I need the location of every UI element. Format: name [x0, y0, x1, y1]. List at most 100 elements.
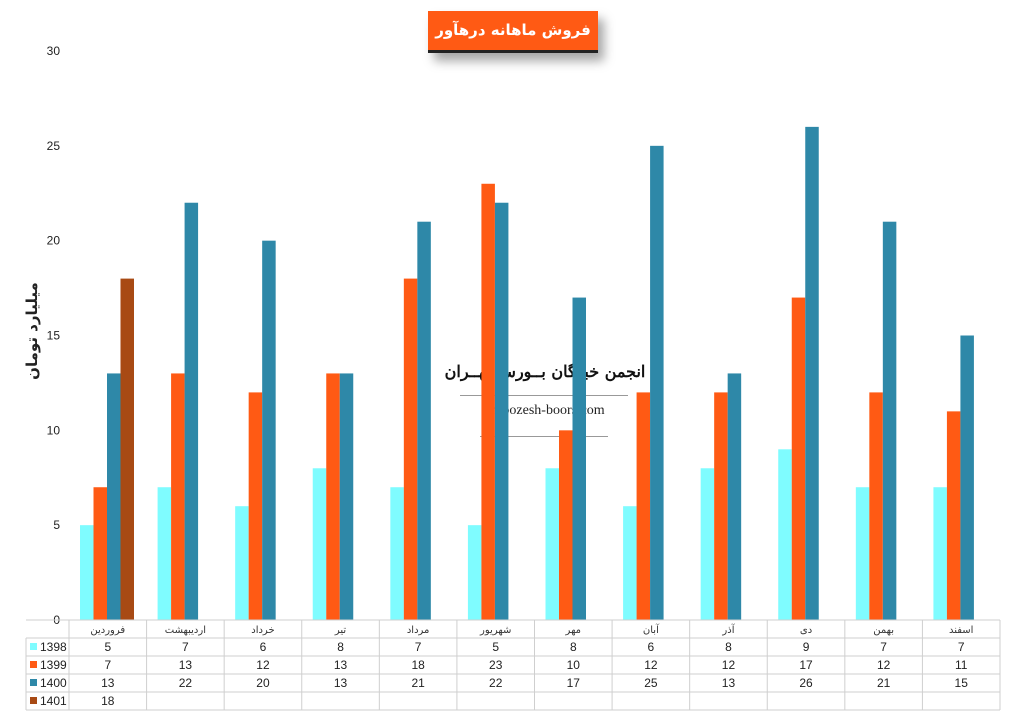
bar-1400	[727, 373, 742, 620]
bar-1400	[184, 202, 199, 620]
y-tick-label: 10	[47, 423, 61, 437]
x-tick-label: بهمن	[873, 625, 894, 636]
x-tick-label: آذر	[721, 623, 735, 636]
bar-1398	[157, 487, 172, 620]
watermark-divider	[480, 436, 608, 437]
table-cell-value: 7	[415, 640, 422, 654]
bar-1400	[572, 297, 586, 620]
bar-1398	[623, 506, 637, 620]
x-tick-label: خرداد	[251, 625, 274, 636]
bar-1400	[107, 373, 121, 620]
table-cell-value: 5	[492, 640, 499, 654]
bar-1400	[805, 126, 819, 620]
watermark-divider	[460, 395, 628, 396]
y-tick-label: 20	[47, 234, 61, 248]
table-cell-value: 26	[799, 676, 813, 690]
bar-1400	[650, 145, 664, 621]
y-tick-label: 5	[53, 518, 60, 532]
bar-1398	[235, 506, 249, 620]
legend-swatch-1400	[30, 679, 37, 686]
table-cell-value: 17	[799, 658, 813, 672]
table-cell-value: 13	[179, 658, 193, 672]
bar-1398	[778, 449, 792, 620]
table-cell-value: 21	[877, 676, 891, 690]
bar-1401	[120, 278, 134, 620]
bar-1398	[467, 525, 482, 620]
x-tick-label: مرداد	[407, 625, 430, 636]
bar-1398	[855, 487, 870, 620]
table-cell-value: 12	[877, 658, 891, 672]
table-cell-value: 10	[567, 658, 581, 672]
bar-1399	[403, 278, 418, 620]
table-cell-value: 18	[101, 694, 115, 708]
table-cell-value: 8	[337, 640, 344, 654]
bar-1400	[417, 221, 431, 620]
table-cell-value: 22	[179, 676, 193, 690]
table-cell-value: 12	[722, 658, 736, 672]
x-tick-label: اردیبهشت	[165, 625, 206, 636]
bar-1399	[869, 392, 883, 620]
table-cell-value: 8	[570, 640, 577, 654]
table-cell-value: 13	[101, 676, 115, 690]
table-cell-value: 12	[644, 658, 658, 672]
bar-1399	[946, 411, 961, 620]
table-cell-value: 17	[567, 676, 581, 690]
legend-label: 1398	[40, 640, 67, 654]
y-tick-label: 30	[47, 44, 61, 58]
table-cell-value: 9	[803, 640, 810, 654]
y-tick-label: 25	[47, 139, 61, 153]
table-cell-value: 7	[182, 640, 189, 654]
table-cell-value: 5	[104, 640, 111, 654]
bar-1399	[171, 373, 185, 620]
legend-label: 1399	[40, 658, 67, 672]
x-tick-label: دی	[800, 625, 812, 636]
bar-1399	[481, 183, 495, 620]
bar-1399	[326, 373, 340, 620]
y-tick-label: 15	[47, 329, 61, 343]
x-tick-label: آبان	[643, 623, 660, 636]
table-cell-value: 20	[256, 676, 270, 690]
bar-1398	[700, 468, 715, 620]
bar-1400	[960, 335, 974, 620]
table-cell-value: 12	[256, 658, 270, 672]
legend-label: 1401	[40, 694, 67, 708]
table-cell-value: 7	[958, 640, 965, 654]
bar-1399	[714, 392, 728, 620]
table-cell-value: 11	[955, 658, 968, 672]
x-tick-label: مهر	[565, 625, 581, 636]
bar-1399	[559, 430, 573, 620]
bar-1400	[339, 373, 354, 620]
table-cell-value: 8	[725, 640, 732, 654]
table-cell-value: 13	[334, 658, 348, 672]
bar-1399	[248, 392, 263, 620]
x-tick-label: تیر	[334, 625, 347, 636]
table-cell-value: 6	[260, 640, 267, 654]
bar-1398	[390, 487, 404, 620]
table-cell-value: 18	[411, 658, 425, 672]
legend-swatch-1398	[30, 643, 37, 650]
table-cell-value: 22	[489, 676, 503, 690]
legend-swatch-1401	[30, 697, 37, 704]
bar-1399	[93, 487, 107, 620]
table-cell-value: 7	[880, 640, 887, 654]
table-cell-value: 25	[644, 676, 658, 690]
bar-1398	[80, 525, 94, 620]
bar-1399	[791, 297, 806, 620]
table-cell-value: 21	[411, 676, 425, 690]
chart-title: فروش ماهانه درهآور	[428, 11, 598, 53]
table-cell-value: 13	[334, 676, 348, 690]
table-cell-value: 6	[648, 640, 655, 654]
bar-1400	[882, 221, 897, 620]
x-tick-label: اسفند	[949, 625, 973, 636]
bar-1398	[312, 468, 327, 620]
bar-1398	[933, 487, 947, 620]
x-tick-label: فروردین	[90, 625, 125, 636]
bar-1400	[262, 240, 276, 620]
bar-1400	[494, 202, 509, 620]
table-cell-value: 15	[955, 676, 969, 690]
x-tick-label: شهریور	[479, 625, 511, 636]
table-cell-value: 23	[489, 658, 503, 672]
bar-1398	[545, 468, 559, 620]
legend-label: 1400	[40, 676, 67, 690]
